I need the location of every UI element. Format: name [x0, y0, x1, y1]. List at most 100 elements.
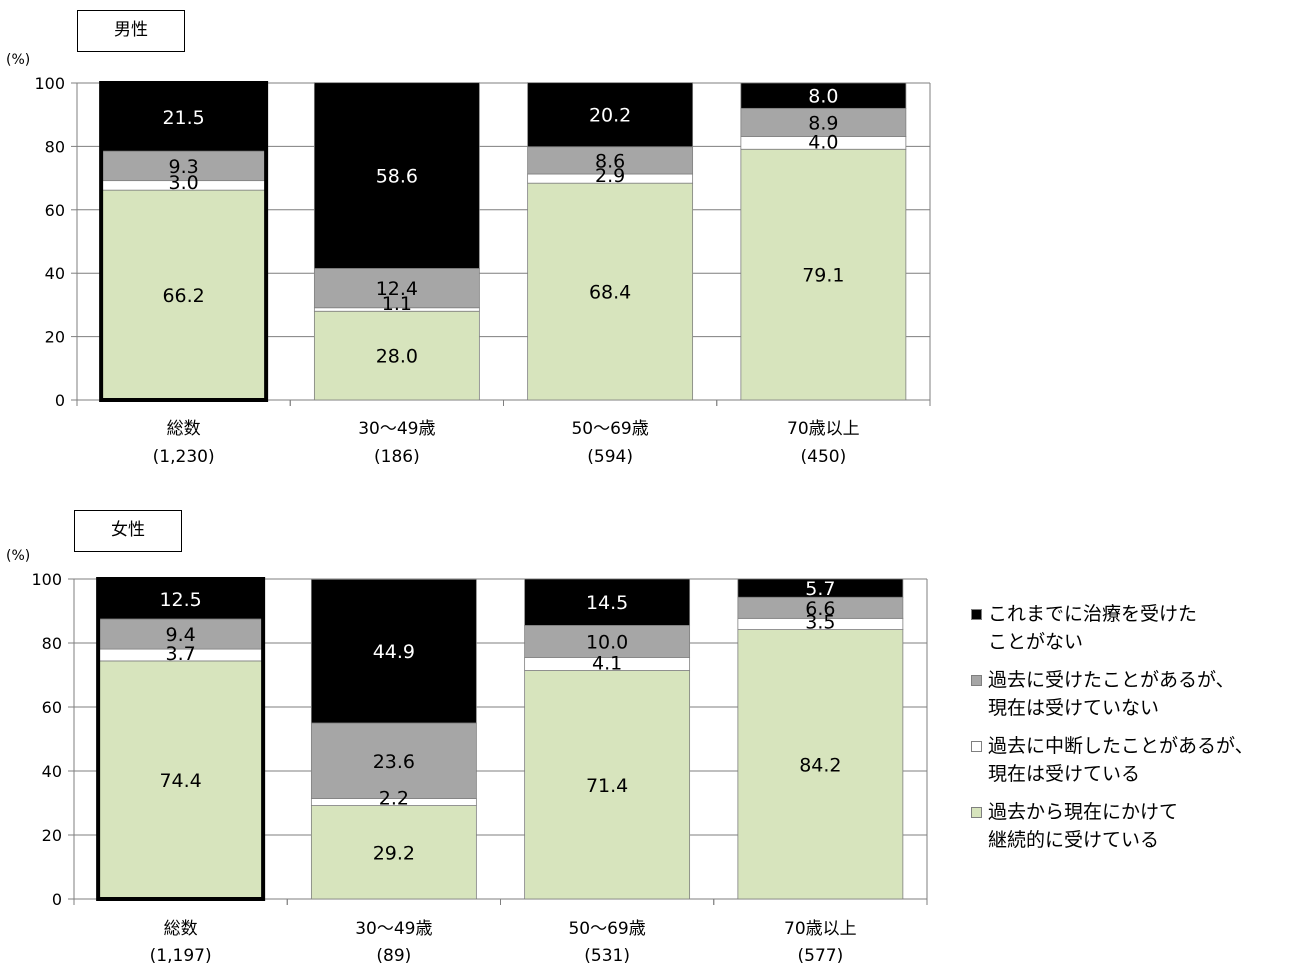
legend-item-past: 過去に受けたことがあるが、 現在は受けていない [968, 666, 1298, 722]
legend-label-interrupted-line2: 現在は受けている [988, 763, 1141, 785]
bar-segment-continuous [740, 148, 907, 401]
data-label-interrupted: 1.1 [382, 293, 412, 315]
bar-segment-past [100, 150, 267, 182]
bar-segment-never [524, 578, 691, 626]
legend-item-interrupted: 過去に中断したことがあるが、 現在は受けている [968, 732, 1298, 788]
chart-title-male: 男性 [77, 10, 185, 52]
bar-segment-past [524, 625, 691, 658]
bar-segment-past [97, 618, 264, 650]
bar-segment-never [97, 578, 264, 620]
bar-segment-continuous [100, 189, 267, 401]
legend-label-continuous-line1: 過去から現在にかけて [988, 801, 1179, 823]
data-label-continuous: 68.4 [589, 282, 631, 304]
data-label-past: 10.0 [586, 631, 628, 653]
data-label-past: 9.4 [166, 624, 196, 646]
legend-swatch-past [971, 675, 982, 686]
bar-segment-past [527, 146, 694, 175]
y-tick-label: 40 [45, 264, 65, 283]
x-category-label: 30〜49歳 [358, 419, 435, 439]
legend-label-never-line2: ことがない [988, 631, 1084, 653]
bar-segment-never [313, 82, 480, 269]
legend-swatch-continuous [971, 807, 982, 818]
bar-segment-never [737, 578, 904, 598]
legend-label-interrupted-line1: 過去に中断したことがあるが、 [988, 735, 1254, 757]
legend-swatch-interrupted [971, 741, 982, 752]
data-label-continuous: 71.4 [586, 775, 628, 797]
legend-label-past-line2: 現在は受けていない [988, 697, 1160, 719]
data-label-continuous: 79.1 [802, 265, 844, 287]
highlight-border [96, 577, 266, 901]
chart-panel-male: 男性 (%) 0 20 40 60 80 100 66.2 3.0 9.3 21.5 総数 (1,23… [0, 0, 940, 480]
legend-label-never-line1: これまでに治療を受けた [988, 603, 1198, 625]
chart-female: 0 20 40 60 80 100 74.4 3.79.4 12.5 総数 (1,197) 29.2 2… [31, 570, 928, 966]
data-label-interrupted: 4.0 [808, 131, 838, 153]
y-tick-label: 20 [45, 328, 65, 347]
x-category-label: 総数 [164, 919, 198, 939]
x-category-label: 70歳以上 [784, 919, 857, 939]
data-label-interrupted: 3.5 [805, 612, 835, 634]
y-tick-label: 80 [45, 137, 65, 156]
data-label-continuous: 66.2 [162, 285, 204, 307]
data-label-interrupted: 2.9 [595, 165, 625, 187]
x-category-label: 50〜69歳 [571, 419, 648, 439]
bar-segment-continuous [524, 670, 691, 900]
data-label-continuous: 29.2 [373, 842, 415, 864]
legend: これまでに治療を受けた ことがない 過去に受けたことがあるが、 現在は受けていな… [968, 600, 1298, 864]
legend-item-continuous: 過去から現在にかけて 継続的に受けている [968, 798, 1298, 854]
y-tick-label: 20 [42, 826, 62, 845]
y-tick-label: 100 [34, 74, 65, 93]
bar-segment-past [740, 107, 907, 137]
chart-male: 0 20 40 60 80 100 66.2 3.09.3 21.5 総数 (1,230) 28.0 1… [34, 74, 931, 467]
data-label-never: 14.5 [586, 592, 628, 614]
data-label-interrupted: 3.7 [166, 643, 196, 665]
bar-segment-continuous [527, 182, 694, 401]
data-label-never: 21.5 [162, 107, 204, 129]
legend-label-continuous-line2: 継続的に受けている [988, 829, 1160, 851]
x-category-label: 50〜69歳 [568, 919, 645, 939]
data-label-past: 6.6 [805, 598, 835, 620]
data-label-interrupted: 3.0 [169, 172, 199, 194]
x-category-label: 総数 [167, 419, 201, 439]
chart-title-female: 女性 [74, 510, 182, 552]
chart-panel-female: 女性 (%) 0 20 40 60 80 100 74.4 3.7 9.4 12.5 総数 (1,19… [6, 510, 928, 966]
x-category-count: (594) [587, 447, 633, 467]
bar-segment-never [527, 82, 694, 148]
data-label-continuous: 84.2 [799, 754, 841, 776]
y-tick-label: 40 [42, 762, 62, 781]
x-category-count: (450) [801, 447, 847, 467]
data-label-continuous: 28.0 [376, 346, 418, 368]
bar-segment-continuous [313, 310, 480, 401]
y-tick-label: 80 [42, 634, 62, 653]
data-label-past: 8.9 [808, 112, 838, 134]
data-label-past: 9.3 [169, 156, 199, 178]
bar-segment-continuous [737, 629, 904, 900]
data-label-never: 8.0 [808, 86, 838, 108]
y-tick-label: 0 [55, 391, 65, 410]
data-label-continuous: 74.4 [159, 770, 201, 792]
data-label-past: 23.6 [373, 751, 415, 773]
x-category-count: (186) [374, 447, 420, 467]
x-category-count: (577) [798, 946, 844, 966]
x-category-label: 30〜49歳 [355, 919, 432, 939]
legend-item-never: これまでに治療を受けた ことがない [968, 600, 1298, 656]
bar-segment-past [310, 722, 477, 799]
bar-segment-never [740, 82, 907, 109]
data-label-never: 5.7 [805, 578, 835, 600]
data-label-never: 44.9 [373, 641, 415, 663]
data-label-never: 58.6 [376, 166, 418, 188]
data-label-never: 20.2 [589, 105, 631, 127]
bar-segment-continuous [310, 805, 477, 900]
y-unit-female: (%) [6, 548, 31, 564]
y-tick-label: 60 [45, 201, 65, 220]
data-label-interrupted: 4.1 [592, 653, 622, 675]
y-unit-male: (%) [6, 52, 31, 68]
bar-segment-never [310, 578, 477, 724]
x-category-count: (89) [376, 946, 411, 966]
data-label-never: 12.5 [159, 589, 201, 611]
data-label-past: 8.6 [595, 150, 625, 172]
x-category-count: (1,197) [150, 946, 212, 966]
y-tick-label: 0 [52, 890, 62, 909]
y-tick-label: 60 [42, 698, 62, 717]
data-label-interrupted: 2.2 [379, 788, 409, 810]
highlight-border [99, 81, 269, 402]
